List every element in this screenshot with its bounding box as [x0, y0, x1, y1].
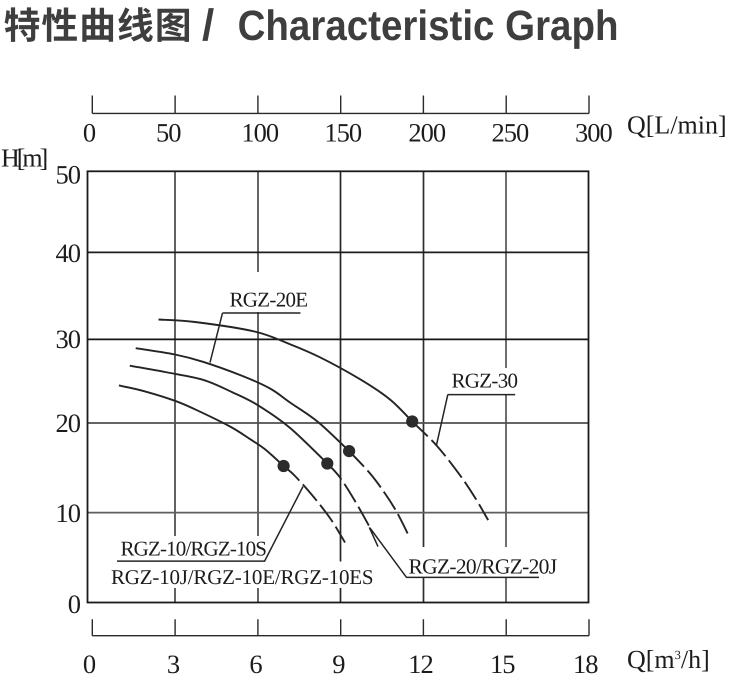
svg-text:/: /: [202, 1, 214, 50]
svg-text:40: 40: [56, 238, 81, 268]
svg-text:300: 300: [575, 117, 613, 147]
svg-text:50: 50: [56, 159, 81, 189]
svg-text:12: 12: [408, 649, 433, 679]
svg-text:30: 30: [56, 324, 81, 354]
svg-text:200: 200: [408, 117, 446, 147]
svg-text:9: 9: [332, 649, 345, 679]
svg-text:10: 10: [56, 498, 81, 528]
svg-text:50: 50: [156, 117, 181, 147]
svg-text:Q[L/min]: Q[L/min]: [627, 111, 727, 140]
svg-text:6: 6: [249, 649, 262, 679]
svg-text:RGZ-10/RGZ-10S: RGZ-10/RGZ-10S: [121, 537, 267, 561]
svg-text:0: 0: [83, 649, 96, 679]
svg-text:250: 250: [492, 117, 530, 147]
svg-text:0: 0: [83, 117, 96, 147]
svg-text:15: 15: [490, 649, 515, 679]
svg-text:150: 150: [324, 117, 362, 147]
svg-text:100: 100: [241, 117, 279, 147]
svg-text:RGZ-20/RGZ-20J: RGZ-20/RGZ-20J: [409, 555, 557, 579]
svg-text:H[m]: H[m]: [1, 144, 47, 173]
svg-text:RGZ-20E: RGZ-20E: [230, 287, 308, 311]
svg-text:RGZ-30: RGZ-30: [452, 369, 518, 393]
svg-text:3: 3: [167, 649, 180, 679]
svg-text:Characteristic Graph: Characteristic Graph: [238, 3, 619, 50]
svg-text:0: 0: [68, 589, 81, 619]
svg-text:20: 20: [56, 408, 81, 438]
svg-text:Q[m3/h]: Q[m3/h]: [627, 645, 710, 674]
svg-text:RGZ-10J/RGZ-10E/RGZ-10ES: RGZ-10J/RGZ-10E/RGZ-10ES: [111, 565, 373, 589]
svg-text:18: 18: [573, 649, 598, 679]
